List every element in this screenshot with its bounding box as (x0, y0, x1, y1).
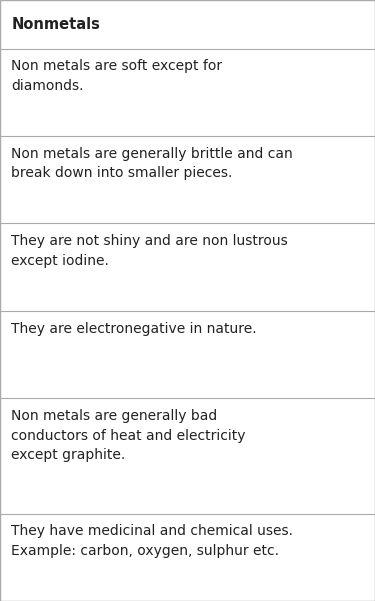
Text: Non metals are soft except for
diamonds.: Non metals are soft except for diamonds. (11, 59, 222, 93)
Text: They are electronegative in nature.: They are electronegative in nature. (11, 322, 257, 335)
Text: Non metals are generally brittle and can
break down into smaller pieces.: Non metals are generally brittle and can… (11, 147, 293, 180)
Text: Nonmetals: Nonmetals (11, 17, 100, 32)
Text: Non metals are generally bad
conductors of heat and electricity
except graphite.: Non metals are generally bad conductors … (11, 409, 246, 462)
Text: They are not shiny and are non lustrous
except iodine.: They are not shiny and are non lustrous … (11, 234, 288, 267)
Text: They have medicinal and chemical uses.
Example: carbon, oxygen, sulphur etc.: They have medicinal and chemical uses. E… (11, 525, 293, 558)
